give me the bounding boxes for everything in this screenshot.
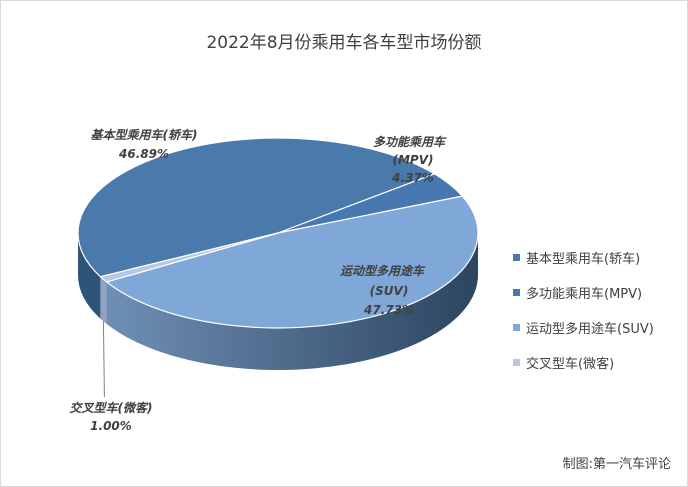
legend-item-sedan: 基本型乘用车(轿车) [513,248,654,267]
chart-credit: 制图:第一汽车评论 [562,457,671,472]
data-label-suv-1: (SUV) [370,284,409,298]
data-label-sedan-0: 基本型乘用车(轿车) [91,128,198,142]
data-label-mpv-2: 4.37% [391,171,434,185]
legend-swatch-sedan [513,253,520,261]
data-label-suv-2: 47.73% [363,303,414,317]
legend-swatch-mpv [513,288,520,296]
data-label-mpv-1: (MPV) [393,153,434,167]
legend-label-minivan: 交叉型车(微客) [526,356,615,372]
leader-line-minivan [102,321,105,398]
legend-item-mpv: 多功能乘用车(MPV) [513,283,654,302]
legend-label-suv: 运动型多用途车(SUV) [526,321,654,337]
legend-label-mpv: 多功能乘用车(MPV) [526,286,643,302]
data-label-sedan-1: 46.89% [118,147,169,161]
data-label-minivan-0: 交叉型车(微客) [70,401,153,415]
legend-swatch-minivan [513,358,520,366]
pie-slice-suv [105,195,479,329]
legend-swatch-suv [513,323,520,331]
legend-label-sedan: 基本型乘用车(轿车) [526,251,641,267]
data-label-minivan-1: 1.00% [90,419,132,433]
legend-item-suv: 运动型多用途车(SUV) [513,318,654,337]
legend: 基本型乘用车(轿车) 多功能乘用车(MPV) 运动型多用途车(SUV) 交叉型车… [513,248,654,388]
data-label-mpv-0: 多功能乘用车 [373,135,447,149]
pie-slice-minivan [99,232,279,283]
pie-side-sedan [78,233,101,319]
pie-side-suv [106,233,478,371]
data-label-suv-0: 运动型多用途车 [340,264,426,278]
chart-title: 2022年8月份乘用车各车型市场份额 [206,33,482,53]
pie-side-minivan [100,276,107,324]
legend-item-minivan: 交叉型车(微客) [513,353,654,372]
pie-slice-sedan [77,137,436,278]
